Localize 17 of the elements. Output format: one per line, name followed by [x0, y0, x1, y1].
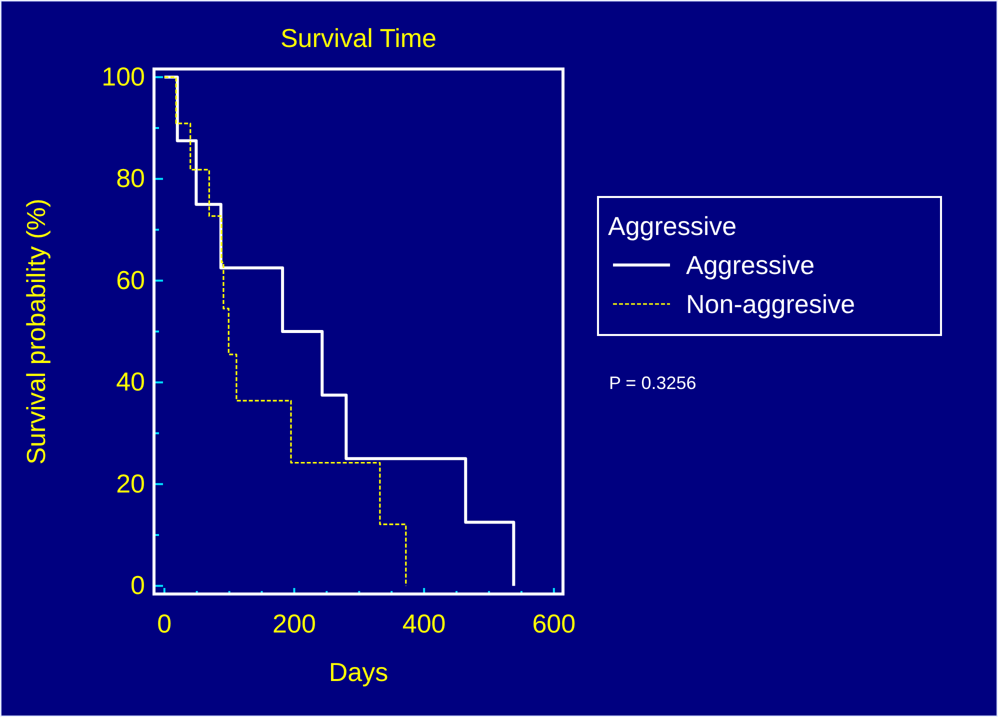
- x-axis-title: Days: [328, 657, 388, 687]
- x-tick-label: 0: [157, 608, 172, 638]
- y-tick-label: 40: [116, 366, 145, 397]
- x-tick-label: 200: [272, 608, 316, 638]
- y-tick-label: 0: [130, 570, 145, 600]
- legend-label: Aggressive: [686, 250, 815, 280]
- x-tick-label: 400: [402, 608, 446, 638]
- legend-title: Aggressive: [608, 211, 737, 241]
- y-tick-label: 20: [116, 468, 145, 498]
- legend-label: Non-aggresive: [686, 289, 856, 319]
- y-axis-title: Survival probability (%): [21, 198, 51, 464]
- y-tick-label: 80: [116, 163, 145, 194]
- chart-title: Survival Time: [280, 23, 437, 53]
- y-tick-label: 60: [116, 264, 145, 295]
- y-tick-label: 100: [102, 61, 145, 92]
- x-tick-label: 600: [532, 608, 576, 638]
- text: P = 0.3256: [609, 373, 696, 393]
